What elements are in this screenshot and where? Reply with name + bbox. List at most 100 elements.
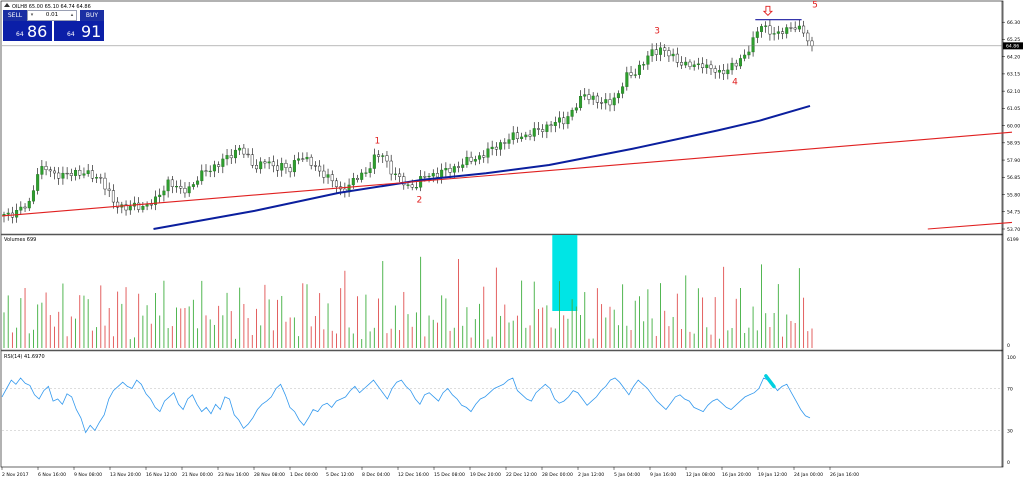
lot-size-field[interactable]: 0.01 [27,10,77,21]
candle-body [802,25,806,34]
candle-body [738,58,742,67]
candle-body [427,175,431,178]
candle-body [478,155,482,160]
candle-body [520,136,524,139]
candle-body [793,27,797,30]
candle-body [701,63,705,69]
candle-body [515,132,519,139]
candle-body [322,170,326,178]
candle-body [764,25,768,27]
buy-price-box[interactable]: 64 91 [54,21,104,41]
candle-body [654,49,658,55]
candle-body [406,184,410,186]
price-tick-label: 55.80 [1007,192,1020,198]
candle-body [292,160,296,173]
candle-body [381,155,385,157]
candle-body [587,94,591,100]
candle-body [625,72,629,87]
candle-body [19,206,23,211]
time-tick-label: 19 Jan 12:00 [758,472,787,478]
candle-body [713,68,717,73]
symbol-header: OILH8 65.00 65.10 64.74 64.86 [12,4,91,10]
price-tick-label: 54.75 [1007,210,1020,216]
candle-body [318,165,322,172]
candle-body [486,148,490,158]
candle-body [212,164,216,172]
candle-body [688,61,692,67]
wave-label-4: 4 [732,78,738,88]
time-tick-label: 28 Nov 08:00 [254,472,285,478]
candle-body [166,179,170,192]
sell-price-small: 64 [16,31,24,38]
time-tick-label: 19 Dec 20:00 [470,472,501,478]
candle-body [200,170,204,182]
candles-group [2,19,814,224]
candle-body [204,170,208,172]
volume-bars-group [3,256,813,348]
candle-body [402,176,406,186]
candle-body [36,174,40,191]
candle-body [116,201,120,208]
candle-body [776,31,780,34]
candle-body [755,31,759,38]
candle-body [528,134,532,137]
candle-body [579,96,583,108]
candle-body [570,109,574,117]
candle-body [217,164,221,167]
candle-body [545,124,549,132]
sell-button[interactable]: SELL [3,10,27,21]
candle-body [797,25,801,30]
candle-body [23,206,27,209]
candle-body [743,54,747,59]
overlay-line [153,104,811,230]
candle-body [153,196,157,205]
candle-body [238,147,242,151]
candle-body [149,204,153,206]
lot-increase-icon[interactable]: ▴ [70,12,74,18]
candle-body [444,168,448,171]
candle-body [490,146,494,150]
candle-body [734,62,738,67]
candle-body [503,142,507,144]
candle-body [566,116,570,125]
candle-body [90,170,94,179]
candle-body [507,139,511,144]
candle-body [40,166,44,175]
candle-body [692,64,696,67]
candle-body [221,158,225,167]
price-tick-label: 62.10 [1007,89,1020,95]
time-tick-label: 9 Jan 16:00 [650,472,676,478]
candle-body [595,95,599,103]
candle-body [141,206,145,210]
sell-price-box[interactable]: 64 86 [3,21,52,41]
volume-highlight-box [552,235,578,311]
volume-tick-label: 0 [1007,343,1010,349]
candle-body [637,64,641,75]
candle-body [663,47,667,51]
candle-body [385,155,389,162]
candle-body [461,164,465,168]
down-arrow-icon [762,5,774,16]
candle-body [364,172,368,174]
candle-body [53,170,57,174]
candle-body [309,156,313,166]
candle-body [196,180,200,185]
candle-body [297,158,301,161]
buy-button[interactable]: BUY [80,10,104,21]
candle-body [27,200,31,209]
candle-body [31,190,35,202]
candle-body [326,174,330,178]
candle-body [806,32,810,42]
lot-decrease-icon[interactable]: ▾ [30,12,34,18]
one-click-trading-panel: SELL 0.01 ▾ ▴ BUY 64 86 64 91 [3,10,104,41]
price-tick-label: 56.85 [1007,175,1020,181]
candle-body [124,204,128,211]
candle-body [768,25,772,35]
candle-body [457,166,461,168]
price-tick-label: 53.70 [1007,227,1020,233]
price-tick-label: 61.05 [1007,106,1020,112]
time-tick-label: 2 Nov 2017 [2,472,29,478]
time-tick-label: 15 Dec 08:00 [434,472,465,478]
volume-tick-label: 6199 [1007,237,1019,243]
